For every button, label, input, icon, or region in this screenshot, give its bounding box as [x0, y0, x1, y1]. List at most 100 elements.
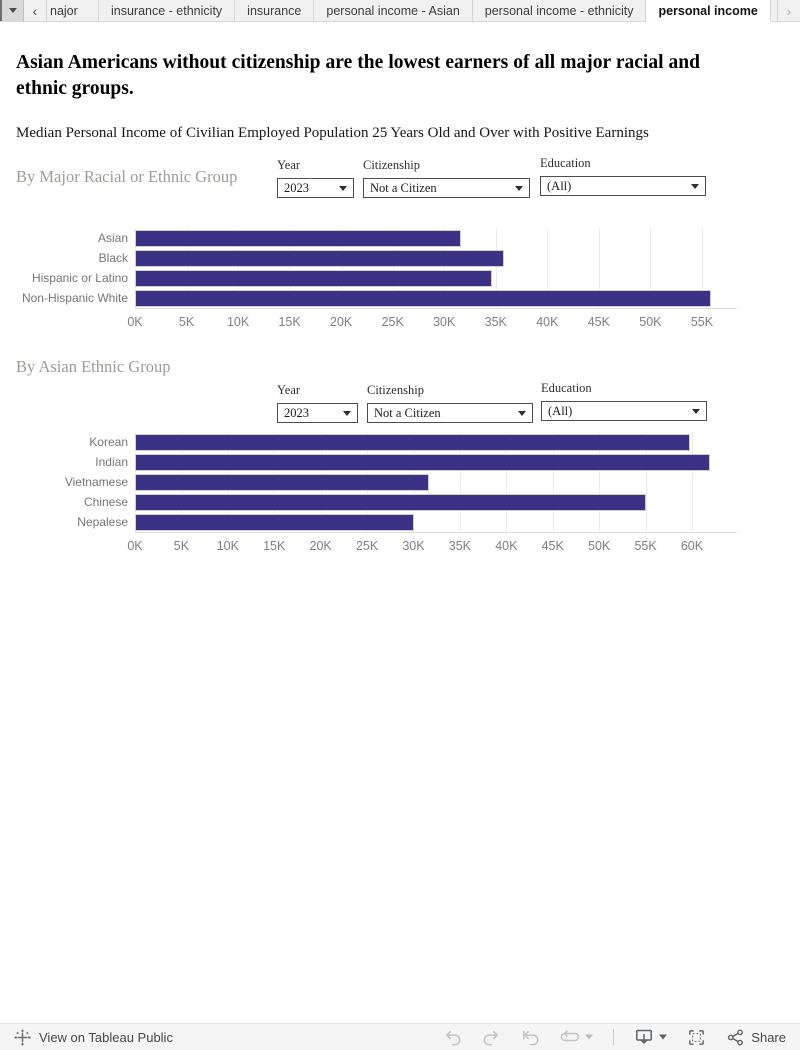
gridline — [599, 432, 601, 532]
axis-tick-label: 0K — [127, 315, 143, 329]
axis-tick-label: 20K — [309, 539, 332, 553]
bar-label: Black — [98, 251, 128, 265]
bar-label: Asian — [97, 231, 128, 245]
bar-hispanic-or-latino[interactable] — [135, 270, 492, 287]
axis-tick-label: 40K — [495, 539, 518, 553]
tab-insurance-ethnicity[interactable]: insurance - ethnicity — [99, 0, 236, 21]
axis-tick-label: 10K — [216, 539, 239, 553]
gridline — [495, 228, 497, 308]
tableau-logo-icon — [14, 1028, 31, 1046]
bar-label: Korean — [89, 435, 128, 449]
bar-asian[interactable] — [135, 230, 461, 247]
bar-korean[interactable] — [135, 434, 691, 451]
bar-black[interactable] — [135, 250, 504, 267]
reset-button[interactable] — [521, 1028, 540, 1047]
replay-button[interactable] — [560, 1027, 594, 1047]
bar-non-hispanic-white[interactable] — [135, 290, 712, 307]
axis-tick-label: 15K — [278, 315, 301, 329]
axis-tick-label: 45K — [541, 539, 564, 553]
redo-button[interactable] — [482, 1028, 501, 1047]
axis-tick-label: 10K — [226, 315, 250, 329]
gridline — [444, 228, 446, 308]
dropdown-value: (All) — [548, 403, 573, 418]
section-heading-major-groups: By Major Racial or Ethnic Group — [16, 167, 238, 186]
education-dropdown[interactable]: (All) — [540, 176, 706, 196]
gridline — [691, 432, 693, 532]
filter-year: Year 2023 — [277, 383, 358, 423]
share-label: Share — [751, 1029, 786, 1045]
axis-tick-label: 45K — [587, 315, 610, 329]
display-options-button[interactable] — [634, 1027, 668, 1047]
gridline — [341, 228, 343, 308]
share-icon — [728, 1028, 744, 1046]
axis-tick-label: 30K — [433, 315, 456, 329]
gridline — [650, 228, 652, 308]
bar-vietnamese[interactable] — [135, 474, 430, 491]
tab-personal-income[interactable]: personal income — [646, 0, 771, 21]
page-title: Asian Americans without citizenship are … — [16, 52, 700, 99]
filter-label: Year — [277, 383, 301, 397]
tab-label: personal income — [658, 3, 758, 18]
citizenship-dropdown[interactable]: Not a Citizen — [363, 178, 530, 198]
view-on-tableau-public-link[interactable]: View on Tableau Public — [14, 1028, 173, 1046]
dropdown-value: 2023 — [284, 405, 309, 420]
tab-label: personal income - Asian — [326, 3, 460, 18]
fullscreen-button[interactable] — [687, 1028, 706, 1047]
page-subtitle: Median Personal Income of Civilian Emplo… — [16, 125, 649, 141]
chevron-down-icon — [518, 411, 526, 416]
axis-tick-label: 5K — [178, 315, 195, 329]
education-dropdown[interactable]: (All) — [541, 401, 707, 421]
replay-icon — [560, 1029, 580, 1042]
dropdown-value: (All) — [547, 178, 572, 193]
filter-label: Education — [541, 381, 592, 395]
filter-label: Citizenship — [367, 383, 424, 397]
axis-tick-label: 35K — [448, 539, 472, 553]
filter-year: Year 2023 — [277, 158, 354, 198]
chevron-right-icon: › — [786, 2, 792, 19]
chevron-down-icon — [691, 184, 699, 189]
tab-personal-income-ethnicity[interactable]: personal income - ethnicity — [472, 0, 647, 21]
axis-tick-label: 40K — [536, 315, 559, 329]
x-axis-line — [135, 532, 737, 533]
bar-label: Non-Hispanic White — [21, 291, 128, 305]
tab-menu-button[interactable] — [0, 0, 24, 21]
scroll-tabs-left-button[interactable]: ‹ — [24, 0, 47, 21]
gridline — [701, 228, 703, 308]
chevron-down-icon — [585, 1034, 594, 1040]
citizenship-dropdown[interactable]: Not a Citizen — [367, 403, 533, 423]
toolbar-divider — [613, 1029, 615, 1045]
tab-major[interactable]: najor — [47, 0, 99, 21]
filter-row-asian-groups: Year 2023 Citizenship Not a Citizen Educ… — [277, 381, 707, 425]
axis-tick-label: 25K — [355, 539, 379, 553]
filter-label: Education — [540, 156, 591, 170]
tab-personal-income-asian[interactable]: personal income - Asian — [314, 0, 473, 21]
gridline — [547, 228, 549, 308]
chevron-down-icon — [8, 8, 17, 13]
tab-label: insurance — [247, 3, 302, 18]
gridline — [289, 228, 291, 308]
chevron-down-icon — [515, 186, 523, 191]
year-dropdown[interactable]: 2023 — [277, 403, 358, 423]
axis-tick-label: 55K — [634, 539, 657, 553]
axis-tick-label: 50K — [588, 539, 611, 553]
filter-label: Citizenship — [363, 158, 420, 172]
axis-tick-label: 5K — [173, 539, 190, 553]
share-button[interactable]: Share — [726, 1028, 786, 1047]
filter-education: Education (All) — [541, 381, 707, 421]
gridline — [238, 228, 240, 308]
bar-chinese[interactable] — [135, 494, 646, 511]
axis-tick-label: 55K — [690, 315, 714, 329]
filter-row-major-groups: Year 2023 Citizenship Not a Citizen Educ… — [277, 156, 707, 200]
undo-button[interactable] — [443, 1028, 462, 1047]
view-on-tableau-public-label: View on Tableau Public — [39, 1029, 173, 1045]
gridline — [459, 432, 461, 532]
bar-indian[interactable] — [135, 454, 710, 471]
x-axis-line — [135, 308, 737, 309]
axis-tick-label: 15K — [263, 539, 286, 553]
tab-insurance[interactable]: insurance — [235, 0, 315, 21]
gridline — [552, 432, 554, 532]
year-dropdown[interactable]: 2023 — [277, 178, 354, 198]
bar-nepalese[interactable] — [135, 514, 414, 531]
scroll-tabs-right-button[interactable]: › — [777, 0, 800, 21]
gridline — [186, 228, 188, 308]
